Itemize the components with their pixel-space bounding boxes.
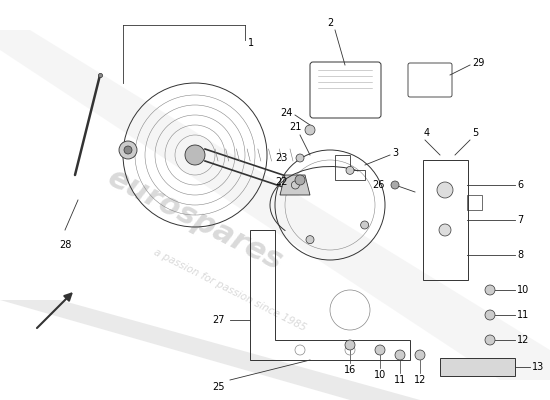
Circle shape bbox=[395, 350, 405, 360]
Text: 5: 5 bbox=[472, 128, 478, 138]
Circle shape bbox=[305, 125, 315, 135]
Circle shape bbox=[292, 181, 299, 189]
Text: 3: 3 bbox=[392, 148, 398, 158]
Circle shape bbox=[119, 141, 137, 159]
Text: 1: 1 bbox=[248, 38, 254, 48]
FancyBboxPatch shape bbox=[440, 358, 515, 376]
Text: 12: 12 bbox=[414, 375, 426, 385]
Text: 2: 2 bbox=[327, 18, 333, 28]
Text: 28: 28 bbox=[59, 240, 71, 250]
Text: 29: 29 bbox=[472, 58, 485, 68]
Text: 12: 12 bbox=[517, 335, 529, 345]
Text: 22: 22 bbox=[276, 177, 288, 187]
Text: 11: 11 bbox=[394, 375, 406, 385]
Text: 25: 25 bbox=[212, 382, 225, 392]
Circle shape bbox=[185, 145, 205, 165]
Text: a passion for passion since 1985: a passion for passion since 1985 bbox=[152, 247, 308, 333]
Circle shape bbox=[485, 285, 495, 295]
Text: 16: 16 bbox=[344, 365, 356, 375]
Text: 13: 13 bbox=[532, 362, 544, 372]
Text: 10: 10 bbox=[374, 370, 386, 380]
Text: 4: 4 bbox=[424, 128, 430, 138]
Text: 8: 8 bbox=[517, 250, 523, 260]
Polygon shape bbox=[0, 30, 550, 380]
Circle shape bbox=[437, 182, 453, 198]
Circle shape bbox=[415, 350, 425, 360]
Text: 10: 10 bbox=[517, 285, 529, 295]
Polygon shape bbox=[280, 175, 310, 195]
Text: 6: 6 bbox=[517, 180, 523, 190]
Text: 7: 7 bbox=[517, 215, 523, 225]
Text: 26: 26 bbox=[373, 180, 385, 190]
Circle shape bbox=[124, 146, 132, 154]
Polygon shape bbox=[0, 300, 420, 400]
Text: eurospares: eurospares bbox=[102, 163, 288, 277]
Circle shape bbox=[295, 175, 305, 185]
Circle shape bbox=[439, 224, 451, 236]
Text: 24: 24 bbox=[280, 108, 293, 118]
Circle shape bbox=[345, 340, 355, 350]
Text: 23: 23 bbox=[276, 153, 288, 163]
Circle shape bbox=[306, 236, 314, 244]
Circle shape bbox=[391, 181, 399, 189]
Circle shape bbox=[361, 221, 368, 229]
Text: 11: 11 bbox=[517, 310, 529, 320]
Text: 21: 21 bbox=[289, 122, 301, 132]
Circle shape bbox=[485, 335, 495, 345]
Circle shape bbox=[485, 310, 495, 320]
Text: 27: 27 bbox=[212, 315, 225, 325]
Circle shape bbox=[296, 154, 304, 162]
Circle shape bbox=[346, 166, 354, 174]
Circle shape bbox=[375, 345, 385, 355]
